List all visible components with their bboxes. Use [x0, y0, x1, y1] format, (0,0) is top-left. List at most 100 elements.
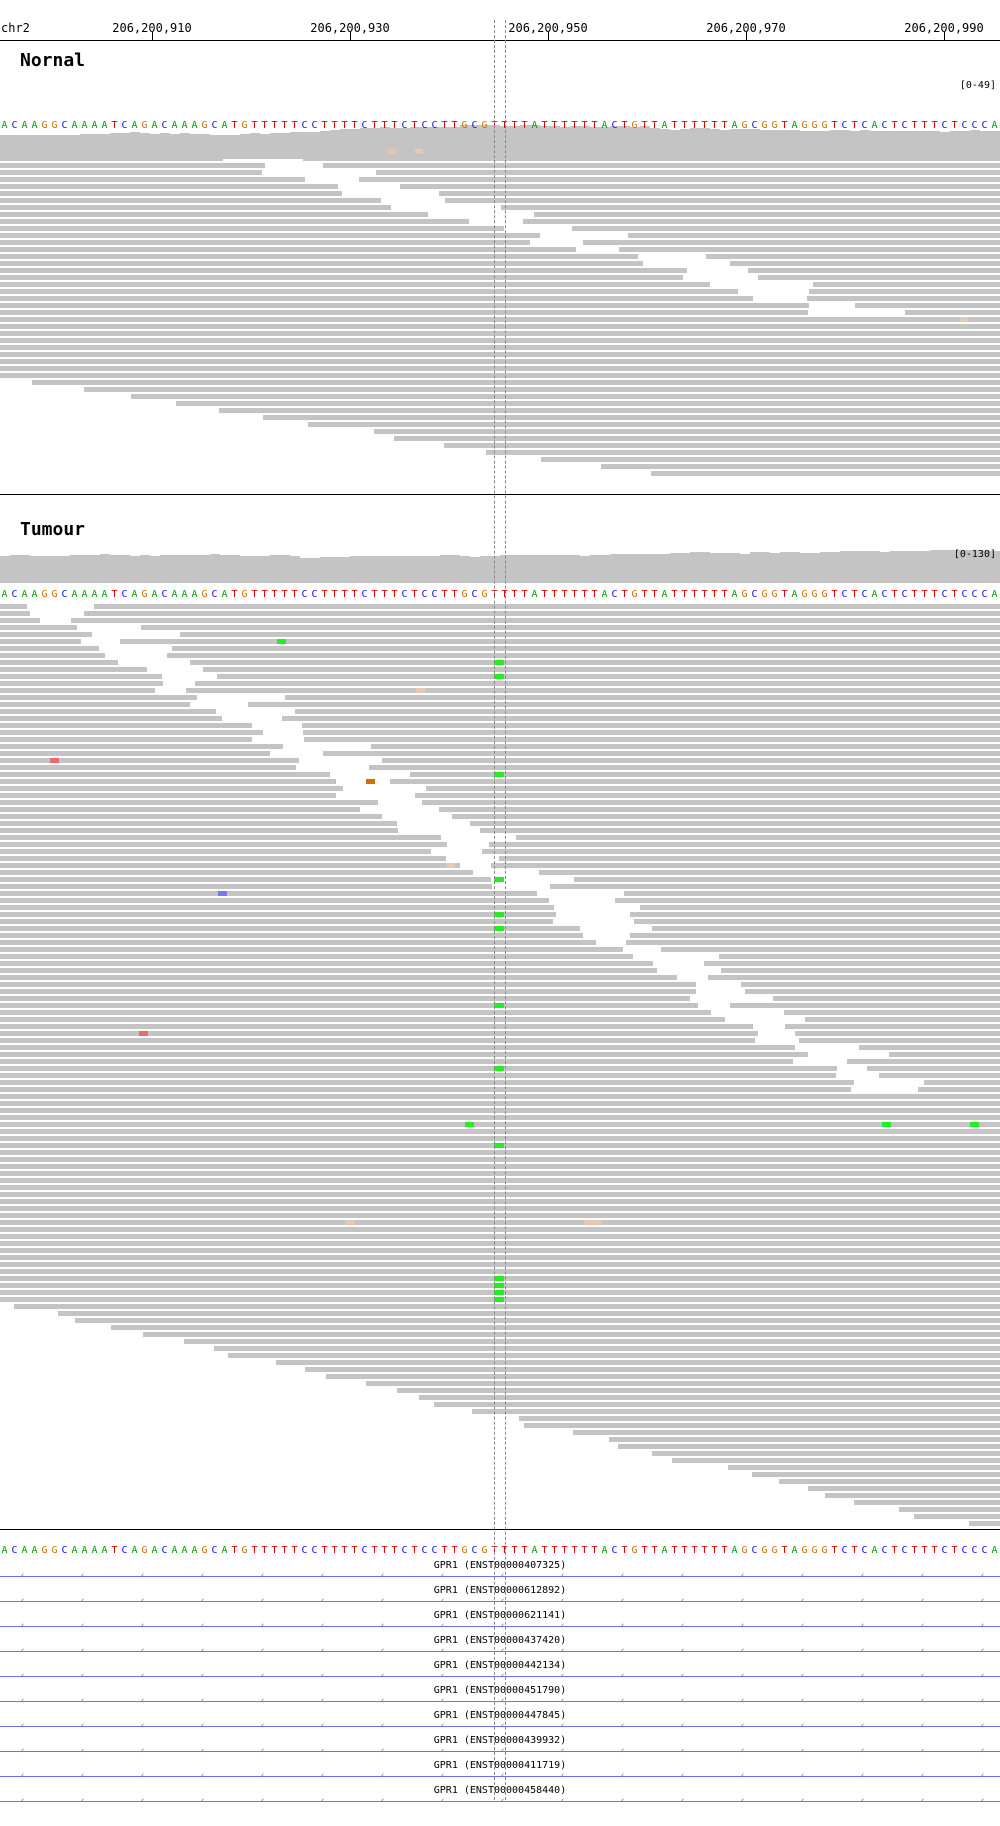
transcript-label[interactable]: GPR1 (ENST00000612892): [433, 1585, 567, 1596]
aligned-read[interactable]: [847, 1059, 1000, 1064]
aligned-read[interactable]: [0, 758, 299, 763]
aligned-read[interactable]: [573, 1430, 1000, 1435]
aligned-read[interactable]: [0, 1164, 1000, 1169]
aligned-read[interactable]: [369, 765, 1000, 770]
aligned-read[interactable]: [0, 317, 1000, 322]
aligned-read[interactable]: [0, 989, 696, 994]
aligned-read[interactable]: [730, 261, 1000, 266]
aligned-read[interactable]: [524, 1423, 1000, 1428]
aligned-read[interactable]: [0, 254, 638, 259]
aligned-read[interactable]: [0, 751, 270, 756]
aligned-read[interactable]: [32, 380, 1000, 385]
aligned-read[interactable]: [0, 1185, 1000, 1190]
aligned-read[interactable]: [626, 940, 1000, 945]
aligned-read[interactable]: [0, 639, 81, 644]
aligned-read[interactable]: [0, 1220, 1000, 1225]
transcript-intron-line[interactable]: [0, 1576, 1000, 1577]
aligned-read[interactable]: [0, 730, 263, 735]
aligned-read[interactable]: [0, 303, 809, 308]
aligned-read[interactable]: [326, 1374, 1000, 1379]
aligned-read[interactable]: [752, 1472, 1000, 1477]
aligned-read[interactable]: [0, 1157, 1000, 1162]
aligned-read[interactable]: [276, 1360, 1000, 1365]
aligned-read[interactable]: [652, 926, 1000, 931]
aligned-read[interactable]: [0, 331, 1000, 336]
aligned-read[interactable]: [0, 849, 431, 854]
aligned-read[interactable]: [222, 142, 1000, 147]
aligned-read[interactable]: [0, 709, 216, 714]
aligned-read[interactable]: [489, 842, 1000, 847]
aligned-read[interactable]: [609, 1437, 1000, 1442]
aligned-read[interactable]: [0, 863, 460, 868]
aligned-read[interactable]: [219, 408, 1000, 413]
aligned-read[interactable]: [0, 219, 469, 224]
aligned-read[interactable]: [0, 660, 118, 665]
aligned-read[interactable]: [0, 233, 540, 238]
aligned-read[interactable]: [0, 940, 596, 945]
aligned-read[interactable]: [14, 1304, 1000, 1309]
aligned-read[interactable]: [439, 191, 1000, 196]
aligned-read[interactable]: [305, 1367, 1000, 1372]
transcript-intron-line[interactable]: [0, 1751, 1000, 1752]
aligned-read[interactable]: [779, 1479, 1000, 1484]
aligned-read[interactable]: [0, 905, 554, 910]
aligned-read[interactable]: [741, 982, 1000, 987]
aligned-read[interactable]: [190, 660, 1000, 665]
transcript-label[interactable]: GPR1 (ENST00000439932): [433, 1735, 567, 1746]
aligned-read[interactable]: [0, 324, 1000, 329]
aligned-read[interactable]: [0, 765, 296, 770]
aligned-read[interactable]: [721, 968, 1000, 973]
aligned-read[interactable]: [303, 156, 1000, 161]
aligned-read[interactable]: [482, 849, 1000, 854]
aligned-read[interactable]: [706, 254, 1000, 259]
aligned-read[interactable]: [583, 240, 1000, 245]
aligned-read[interactable]: [541, 457, 1000, 462]
aligned-read[interactable]: [186, 688, 1000, 693]
aligned-read[interactable]: [94, 604, 1000, 609]
aligned-read[interactable]: [0, 156, 223, 161]
aligned-read[interactable]: [0, 205, 391, 210]
aligned-read[interactable]: [75, 1318, 1000, 1323]
aligned-read[interactable]: [263, 415, 1000, 420]
aligned-read[interactable]: [323, 751, 1000, 756]
aligned-read[interactable]: [0, 996, 690, 1001]
aligned-read[interactable]: [0, 870, 473, 875]
aligned-read[interactable]: [0, 912, 556, 917]
aligned-read[interactable]: [176, 401, 1000, 406]
aligned-read[interactable]: [807, 296, 1000, 301]
aligned-read[interactable]: [899, 1507, 1000, 1512]
aligned-read[interactable]: [167, 653, 1000, 658]
aligned-read[interactable]: [523, 219, 1000, 224]
aligned-read[interactable]: [969, 1521, 1000, 1526]
aligned-read[interactable]: [0, 282, 710, 287]
aligned-read[interactable]: [439, 807, 1000, 812]
aligned-read[interactable]: [0, 667, 147, 672]
aligned-read[interactable]: [745, 989, 1000, 994]
aligned-read[interactable]: [624, 891, 1000, 896]
aligned-read[interactable]: [0, 954, 633, 959]
aligned-read[interactable]: [730, 1003, 1000, 1008]
aligned-read[interactable]: [0, 947, 623, 952]
transcript-label[interactable]: GPR1 (ENST00000458440): [433, 1785, 567, 1796]
aligned-read[interactable]: [285, 695, 1000, 700]
aligned-read[interactable]: [914, 1514, 1000, 1519]
aligned-read[interactable]: [0, 261, 643, 266]
aligned-read[interactable]: [0, 737, 252, 742]
aligned-read[interactable]: [359, 177, 1000, 182]
aligned-read[interactable]: [0, 1031, 758, 1036]
transcript-intron-line[interactable]: [0, 1626, 1000, 1627]
aligned-read[interactable]: [773, 996, 1000, 1001]
aligned-read[interactable]: [434, 1402, 1000, 1407]
aligned-read[interactable]: [0, 1227, 1000, 1232]
aligned-read[interactable]: [640, 905, 1000, 910]
aligned-read[interactable]: [784, 1010, 1000, 1015]
aligned-read[interactable]: [708, 975, 1000, 980]
aligned-read[interactable]: [0, 961, 653, 966]
transcript-label[interactable]: GPR1 (ENST00000451790): [433, 1685, 567, 1696]
aligned-read[interactable]: [0, 345, 1000, 350]
aligned-read[interactable]: [719, 954, 1000, 959]
aligned-read[interactable]: [0, 191, 342, 196]
aligned-read[interactable]: [279, 149, 1000, 154]
aligned-read[interactable]: [0, 611, 30, 616]
